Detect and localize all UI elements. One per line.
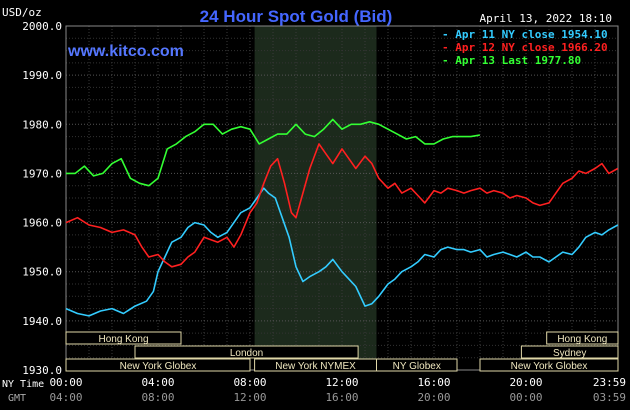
chart-date: April 13, 2022 18:10 xyxy=(480,12,612,25)
chart-title: 24 Hour Spot Gold (Bid) xyxy=(200,7,393,26)
session-bar xyxy=(65,358,251,372)
session-bar xyxy=(65,331,182,345)
session-label: New York NYMEX xyxy=(275,361,356,372)
y-tick-label: 1960.0 xyxy=(22,217,62,230)
session-label: Hong Kong xyxy=(98,334,148,345)
x-tick-label-ny: 16:00 xyxy=(417,376,450,389)
gmt-label: GMT xyxy=(8,393,26,404)
x-tick-label-gmt: 16:00 xyxy=(325,391,358,404)
y-tick-label: 2000.0 xyxy=(22,20,62,33)
legend-entry: - Apr 12 NY close 1966.20 xyxy=(442,41,608,54)
session-label: New York Globex xyxy=(511,361,588,372)
x-tick-label-gmt: 00:00 xyxy=(509,391,542,404)
session-bar xyxy=(546,331,619,345)
x-tick-label-ny: 23:59 xyxy=(593,376,626,389)
x-tick-label-ny: 12:00 xyxy=(325,376,358,389)
session-bar xyxy=(479,358,619,372)
series-line-3 xyxy=(66,118,480,187)
x-tick-label-ny: 00:00 xyxy=(49,376,82,389)
x-tick-label-ny: 20:00 xyxy=(509,376,542,389)
y-tick-label: 1990.0 xyxy=(22,69,62,82)
legend-entry: - Apr 11 NY close 1954.10 xyxy=(442,28,608,41)
unit-label: USD/oz xyxy=(2,6,42,19)
session-label: New York Globex xyxy=(120,361,197,372)
y-tick-label: 1970.0 xyxy=(22,167,62,180)
legend-entry: - Apr 13 Last 1977.80 xyxy=(442,54,581,67)
y-tick-label: 1950.0 xyxy=(22,266,62,279)
y-tick-label: 1940.0 xyxy=(22,315,62,328)
series-line-2 xyxy=(65,143,619,268)
session-bar xyxy=(376,358,458,372)
session-label: London xyxy=(230,348,263,359)
session-label: NY Globex xyxy=(393,361,441,372)
y-tick-label: 1930.0 xyxy=(22,364,62,377)
x-tick-label-gmt: 04:00 xyxy=(49,391,82,404)
series-line-1 xyxy=(65,187,619,317)
x-tick-label-gmt: 08:00 xyxy=(141,391,174,404)
x-tick-label-gmt: 12:00 xyxy=(233,391,266,404)
session-label: Hong Kong xyxy=(557,334,607,345)
x-tick-label-gmt: 03:59 xyxy=(593,391,626,404)
x-tick-label-ny: 04:00 xyxy=(141,376,174,389)
session-label: Sydney xyxy=(553,348,586,359)
site-watermark: www.kitco.com xyxy=(67,43,184,60)
y-tick-label: 1980.0 xyxy=(22,118,62,131)
ny-time-label: NY Time xyxy=(2,379,44,390)
x-tick-label-ny: 08:00 xyxy=(233,376,266,389)
session-bar xyxy=(520,345,619,359)
x-tick-label-gmt: 20:00 xyxy=(417,391,450,404)
session-bar xyxy=(134,345,359,359)
